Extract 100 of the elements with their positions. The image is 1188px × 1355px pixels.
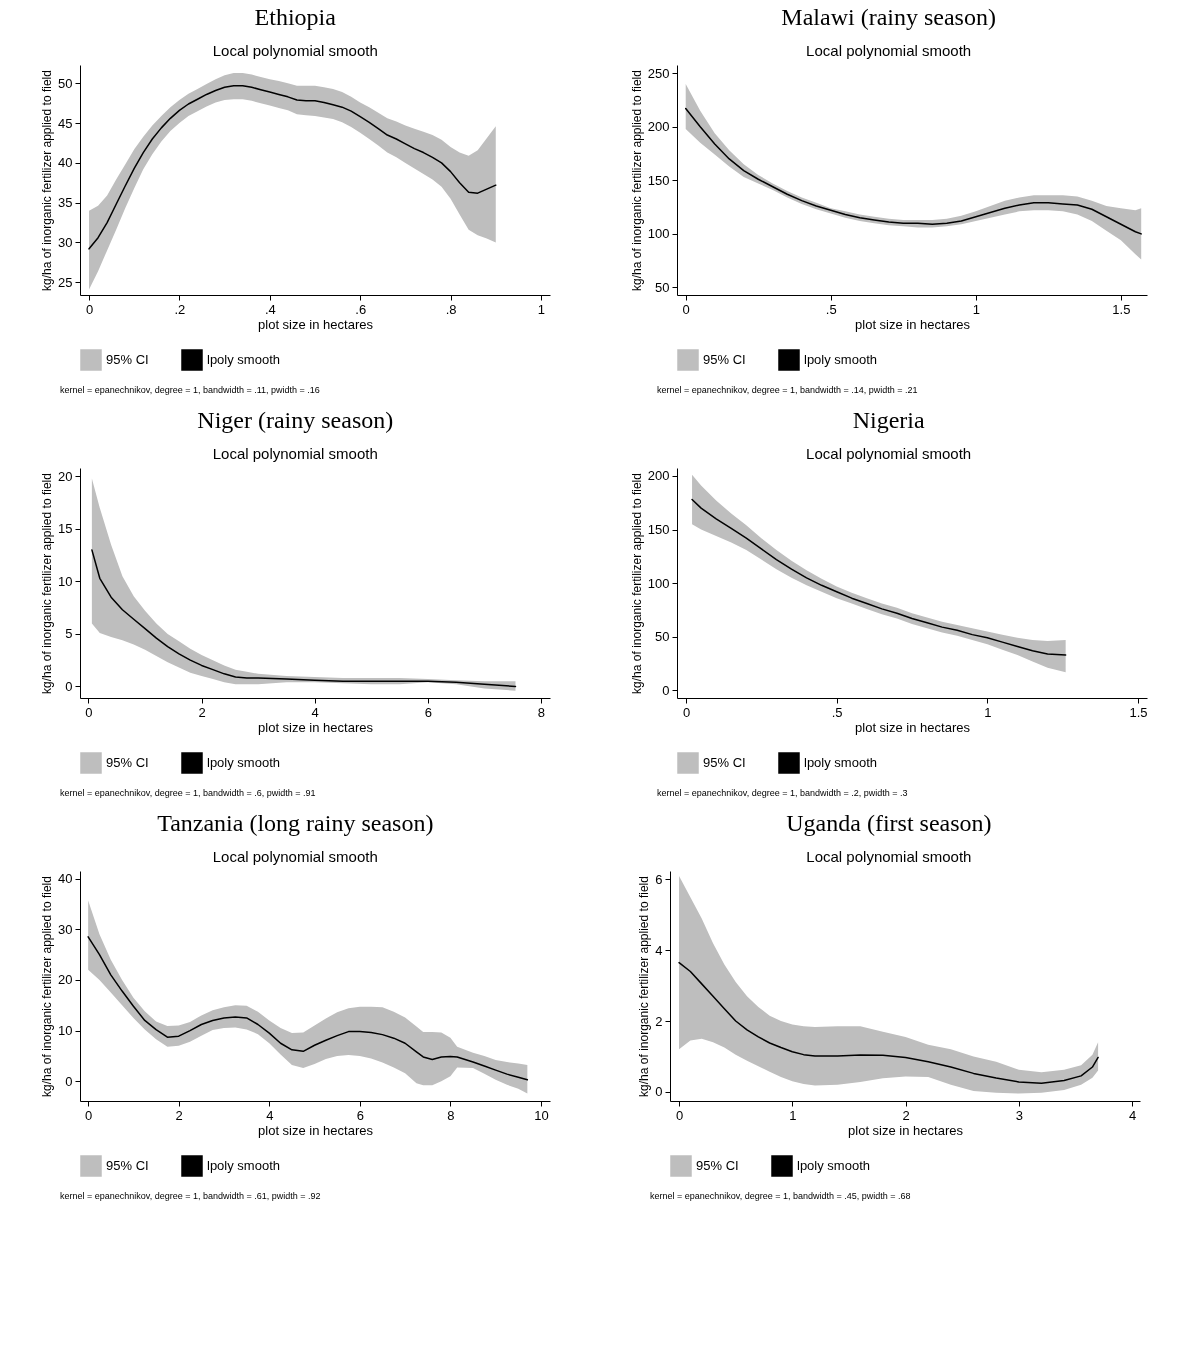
legend-label: lpoly smooth: [206, 755, 280, 770]
x-axis-title: plot size in hectares: [855, 719, 971, 735]
text: kernel = epanechnikov, degree = 1, bandwidth = .2, pwidth = .3: [657, 788, 908, 798]
y-tick-label: 50: [655, 629, 670, 645]
x-tick-label: 0: [675, 1107, 684, 1123]
legend-label: lpoly smooth: [797, 1158, 870, 1173]
x-tick-label: 8: [446, 1107, 454, 1123]
chart-title: Malawi (rainy season): [781, 4, 996, 30]
x-tick-label: 0: [84, 1107, 92, 1123]
x-tick-label: .5: [825, 301, 837, 317]
line-series: [86, 936, 528, 1081]
chart-title: Tanzania (long rainy season): [156, 810, 433, 836]
x-axis-title: plot size in hectares: [257, 719, 373, 735]
x-tick-label: 4: [265, 1107, 273, 1123]
chart-subtitle: Local polynomial smooth: [212, 848, 378, 865]
y-tick-label: 50: [57, 75, 72, 91]
x-tick-label: 1: [789, 1107, 797, 1123]
x-tick-label: 1: [972, 301, 980, 317]
x-tick-label: .2: [174, 301, 185, 317]
x-tick-label: .5: [831, 704, 843, 720]
text: kernel = epanechnikov, degree = 1, bandwidth = .45, pwidth = .68: [650, 1191, 911, 1201]
x-tick-label: .8: [445, 301, 456, 317]
y-axis-title: kg/ha of inorganic fertilizer applied to field: [637, 876, 652, 1097]
legend-label: 95% CI: [105, 755, 149, 770]
y-tick-label: 2: [655, 1013, 663, 1029]
chart-subtitle: Local polynomial smooth: [806, 445, 972, 462]
x-tick-label: 0: [84, 704, 93, 720]
line-series: [87, 84, 497, 250]
y-axis-title: kg/ha of inorganic fertilizer applied to field: [39, 473, 54, 694]
y-tick-label: 0: [64, 1073, 72, 1089]
x-tick-label: 0: [682, 301, 690, 317]
y-tick-label: 200: [647, 468, 670, 484]
legend-label: 95% CI: [703, 352, 746, 367]
y-tick-label: 0: [662, 682, 670, 698]
y-tick-label: 15: [57, 521, 72, 537]
y-tick-label: 0: [655, 1084, 663, 1100]
y-tick-label: 4: [655, 942, 663, 958]
x-tick-label: 2: [197, 704, 206, 720]
y-tick-label: 40: [57, 155, 72, 171]
y-tick-label: 5: [64, 626, 72, 642]
chart-subtitle: Local polynomial smooth: [212, 445, 378, 462]
chart-title: Uganda (first season): [786, 810, 992, 836]
legend-label: lpoly smooth: [804, 352, 877, 367]
x-tick-label: 1: [984, 704, 992, 720]
chart-title: Niger (rainy season): [196, 407, 393, 433]
x-tick-label: 8: [537, 704, 545, 720]
x-tick-label: 2: [902, 1107, 910, 1123]
x-tick-label: 1: [537, 301, 545, 317]
text: kernel = epanechnikov, degree = 1, bandwidth = .61, pwidth = .92: [59, 1191, 321, 1201]
y-axis-title: kg/ha of inorganic fertilizer applied to field: [39, 70, 54, 291]
y-tick-label: 100: [647, 226, 670, 242]
line-series: [691, 498, 1067, 656]
y-axis-title: kg/ha of inorganic fertilizer applied to field: [629, 70, 644, 291]
y-tick-label: 45: [57, 115, 72, 131]
legend-label: 95% CI: [696, 1158, 739, 1173]
chart-subtitle: Local polynomial smooth: [806, 848, 972, 865]
x-tick-label: 6: [356, 1107, 364, 1123]
legend-label: 95% CI: [105, 1158, 149, 1173]
y-tick-label: 30: [57, 234, 72, 250]
x-tick-label: .6: [354, 301, 366, 317]
line-series: [678, 961, 1099, 1085]
legend-label: 95% CI: [703, 755, 746, 770]
x-tick-label: 0: [682, 704, 691, 720]
x-tick-label: 4: [311, 704, 319, 720]
x-tick-label: 3: [1015, 1107, 1023, 1123]
x-axis-title: plot size in hectares: [855, 316, 971, 332]
x-tick-label: 1.5: [1112, 301, 1131, 317]
legend-label: lpoly smooth: [804, 755, 877, 770]
y-tick-label: 10: [57, 573, 72, 589]
y-axis-title: kg/ha of inorganic fertilizer applied to field: [629, 473, 644, 694]
text: kernel = epanechnikov, degree = 1, bandwidth = .11, pwidth = .16: [59, 385, 320, 395]
x-tick-label: 2: [175, 1107, 183, 1123]
y-tick-label: 30: [57, 921, 72, 937]
text: kernel = epanechnikov, degree = 1, bandwidth = .14, pwidth = .21: [657, 385, 918, 395]
y-tick-label: 150: [647, 172, 670, 188]
y-tick-label: 20: [57, 972, 72, 988]
chart-subtitle: Local polynomial smooth: [212, 42, 378, 59]
y-tick-label: 25: [57, 274, 72, 290]
x-tick-label: 4: [1128, 1107, 1137, 1123]
y-tick-label: 6: [655, 871, 663, 887]
y-axis-title: kg/ha of inorganic fertilizer applied to field: [39, 876, 54, 1097]
y-tick-label: 20: [57, 468, 72, 484]
chart-subtitle: Local polynomial smooth: [806, 42, 972, 59]
line-series: [90, 549, 516, 688]
y-tick-label: 100: [647, 575, 670, 591]
legend-label: 95% CI: [105, 352, 149, 367]
chart-title: Ethiopia: [254, 4, 336, 30]
y-tick-label: 35: [57, 195, 72, 211]
line-series: [684, 107, 1142, 235]
x-axis-title: plot size in hectares: [257, 1122, 373, 1138]
y-tick-label: 10: [57, 1023, 72, 1039]
y-tick-label: 50: [655, 279, 670, 295]
x-axis-title: plot size in hectares: [257, 316, 373, 332]
x-tick-label: 10: [533, 1107, 549, 1123]
x-tick-label: 1.5: [1129, 704, 1148, 720]
x-tick-label: 6: [424, 704, 432, 720]
y-tick-label: 200: [647, 119, 670, 135]
chart-title: Nigeria: [852, 407, 925, 433]
y-tick-label: 40: [57, 871, 72, 887]
y-tick-label: 150: [647, 522, 670, 538]
